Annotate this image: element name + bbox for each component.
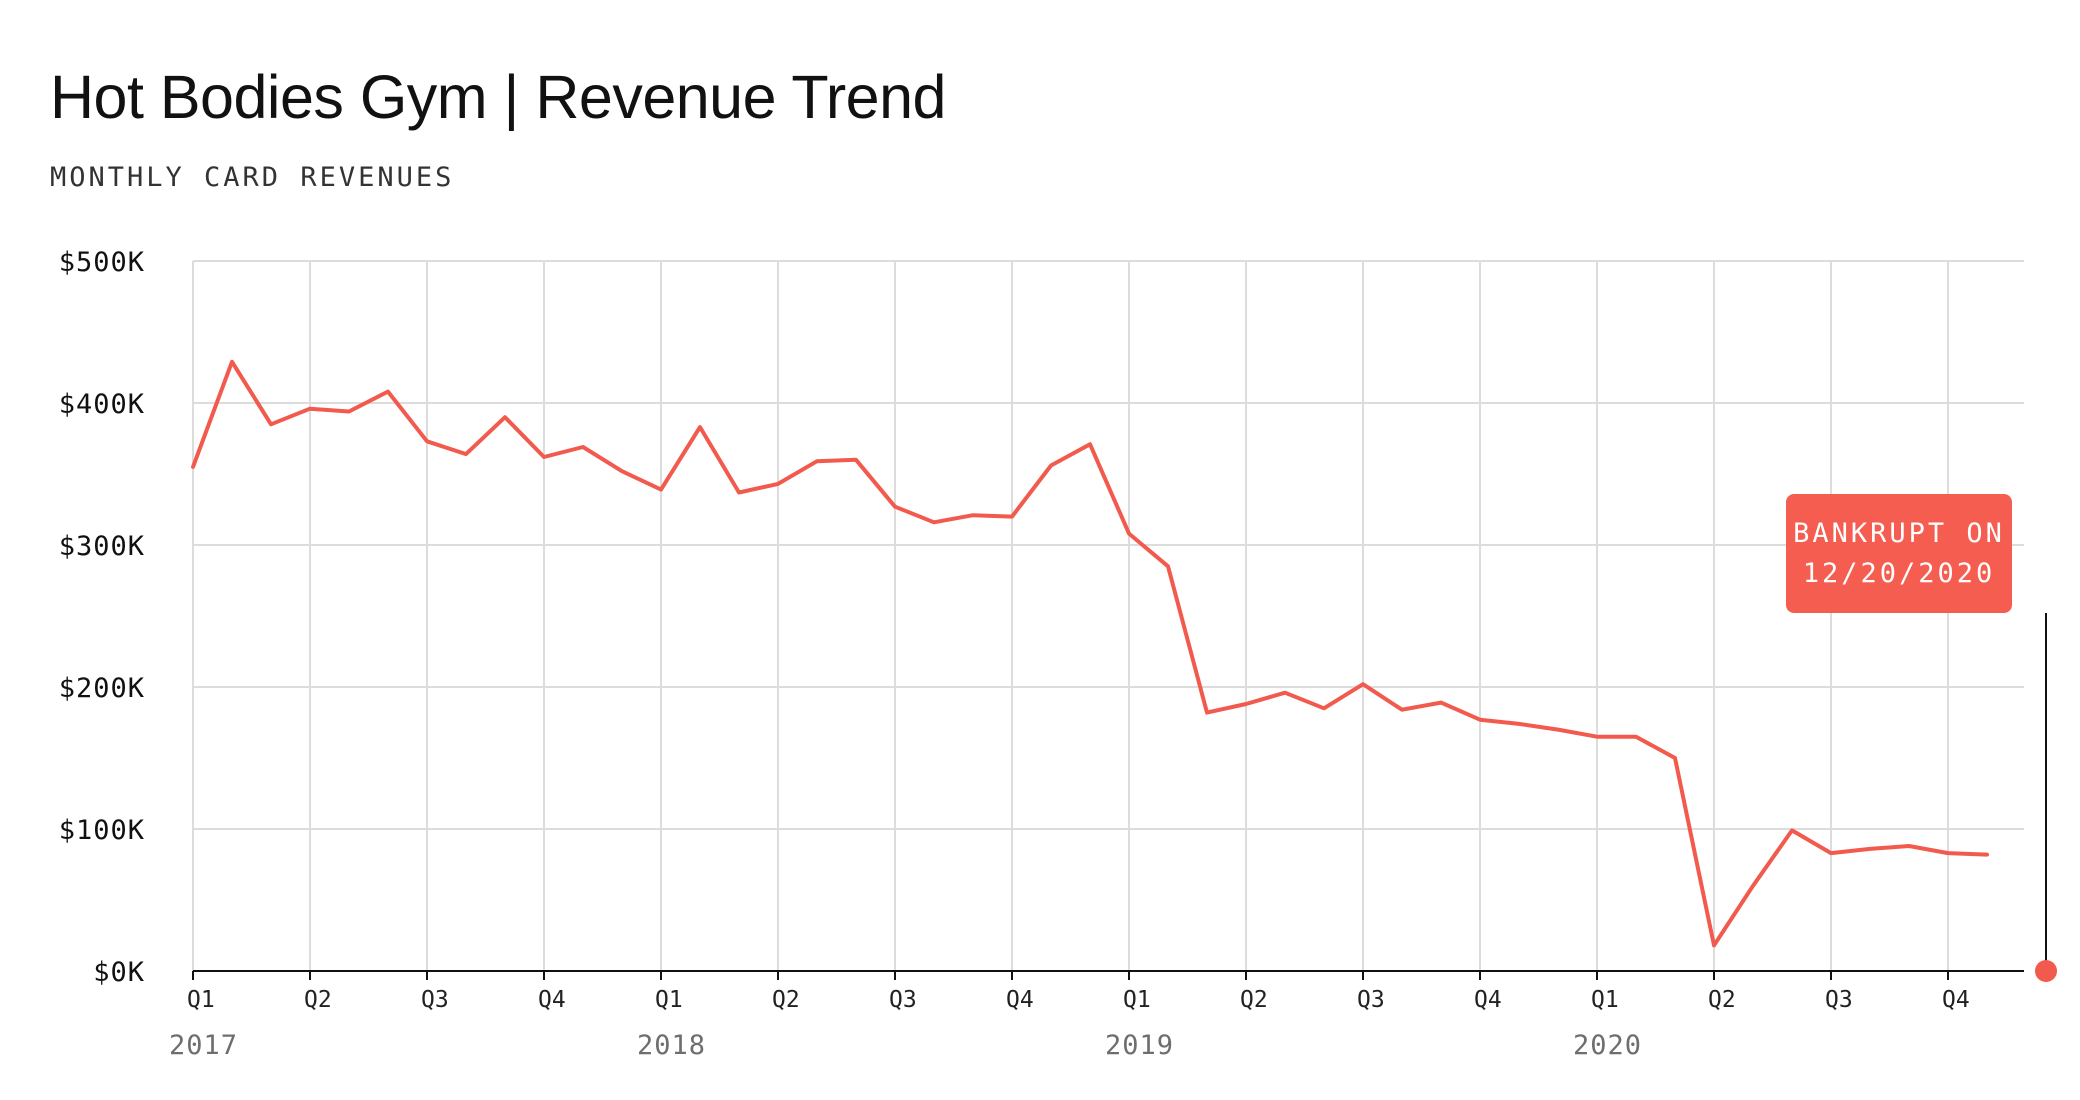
- series-layer: [191, 359, 1989, 948]
- y-tick-label: $0K: [93, 957, 145, 988]
- chart-subtitle: MONTHLY CARD REVENUES: [50, 162, 455, 193]
- x-tick-label: Q1: [187, 987, 215, 1013]
- y-tick-label: $500K: [59, 247, 145, 278]
- year-label: 2019: [1105, 1030, 1174, 1061]
- x-tick-label: Q2: [304, 987, 332, 1013]
- x-tick-label: Q4: [538, 987, 566, 1013]
- x-tick-label: Q2: [1708, 987, 1736, 1013]
- axes: $0K $100K $200K $300K $400K $500K Q1 Q2 Q3 Q4 Q1 Q2…: [59, 247, 2024, 1061]
- x-tick-label: Q4: [1006, 987, 1034, 1013]
- y-tick-label: $300K: [59, 531, 145, 562]
- x-tick-label: Q2: [772, 987, 800, 1013]
- callout-line-2: 12/20/2020: [1802, 557, 1996, 589]
- bankrupt-callout: BANKRUPT ON 12/20/2020: [1786, 494, 2012, 613]
- y-tick-label: $100K: [59, 815, 145, 846]
- annotation-layer: [2035, 613, 2057, 982]
- x-tick-label: Q4: [1942, 987, 1970, 1013]
- year-label: 2017: [169, 1030, 238, 1061]
- revenue-series-line: [191, 359, 1989, 948]
- x-tick-label: Q1: [655, 987, 683, 1013]
- x-tick-label: Q3: [421, 987, 449, 1013]
- year-label: 2018: [637, 1030, 706, 1061]
- chart-title: Hot Bodies Gym | Revenue Trend: [50, 63, 946, 131]
- callout-line-1: BANKRUPT ON: [1793, 517, 2005, 549]
- y-tick-label: $200K: [59, 673, 145, 704]
- bankrupt-point: [2035, 960, 2057, 982]
- x-tick-label: Q2: [1240, 987, 1268, 1013]
- y-tick-label: $400K: [59, 389, 145, 420]
- x-tick-label: Q3: [1825, 987, 1853, 1013]
- x-tick-label: Q3: [1357, 987, 1385, 1013]
- x-tick-label: Q1: [1123, 987, 1151, 1013]
- x-tick-label: Q1: [1591, 987, 1619, 1013]
- year-label: 2020: [1573, 1030, 1642, 1061]
- x-tick-label: Q4: [1474, 987, 1502, 1013]
- x-tick-label: Q3: [889, 987, 917, 1013]
- grid-lines: [192, 260, 2024, 971]
